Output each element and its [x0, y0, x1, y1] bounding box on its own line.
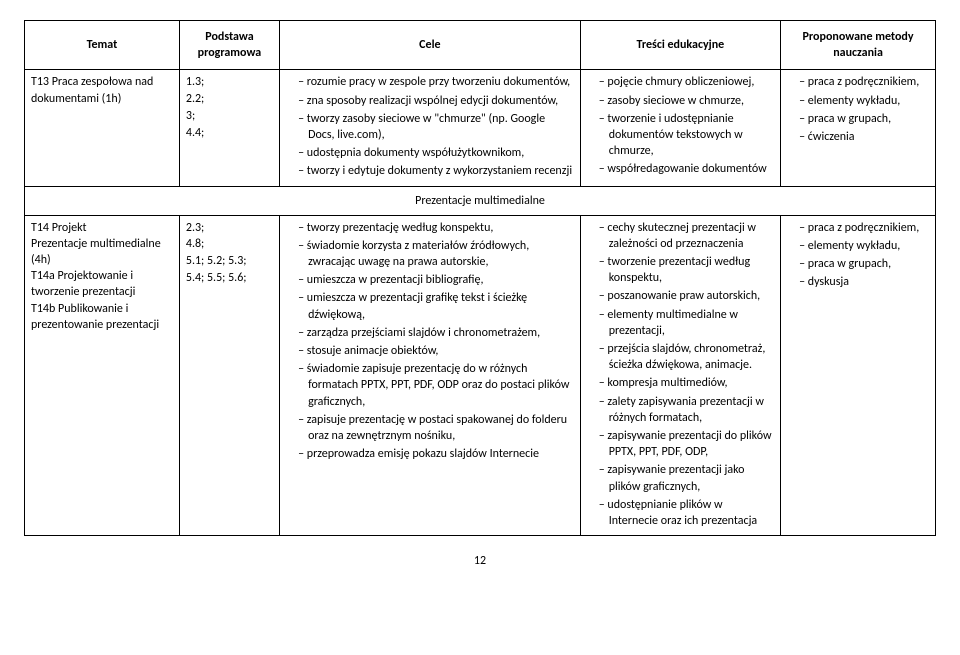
header-goals: Cele [280, 21, 581, 70]
list-item: dyskusja [799, 274, 929, 290]
header-basis: Podstawa programowa [179, 21, 279, 70]
section-title: Prezentacje multimedialne [25, 186, 936, 215]
list-item: zasoby sieciowe w chmurze, [599, 93, 774, 109]
list-item: kompresja multimediów, [599, 375, 774, 391]
list-item: tworzy i edytuje dokumenty z wykorzystan… [298, 163, 574, 179]
list-item: zapisywanie prezentacji do plików PPTX, … [599, 428, 774, 460]
list-item: praca w grupach, [799, 256, 929, 272]
header-topic: Temat [25, 21, 180, 70]
section-row: Prezentacje multimedialne [25, 186, 936, 215]
row1-methods: praca z podręcznikiem, elementy wykładu, p… [781, 70, 936, 186]
header-content: Treści edukacyjne [580, 21, 780, 70]
list-item: świadomie korzysta z materiałów źródłowy… [298, 238, 574, 270]
list-item: zalety zapisywania prezentacji w różnych… [599, 394, 774, 426]
list-item: umieszcza w prezentacji bibliografię, [298, 272, 574, 288]
table-header-row: Temat Podstawa programowa Cele Treści ed… [25, 21, 936, 70]
row2-basis: 2.3; 4.8; 5.1; 5.2; 5.3; 5.4; 5.5; 5.6; [179, 215, 279, 535]
list-item: tworzenie prezentacji według konspektu, [599, 254, 774, 286]
list-item: przeprowadza emisję pokazu slajdów Inter… [298, 446, 574, 462]
list-item: rozumie pracy w zespole przy tworzeniu d… [298, 74, 574, 90]
list-item: praca z podręcznikiem, [799, 74, 929, 90]
row1-topic: T13 Praca zespołowa nad dokumentami (1h) [25, 70, 180, 186]
row2-topic: T14 Projekt Prezentacje multimedialne (4… [25, 215, 180, 535]
list-item: tworzy zasoby sieciowe w "chmurze" (np. … [298, 111, 574, 143]
list-item: tworzenie i udostępnianie dokumentów tek… [599, 111, 774, 160]
list-item: praca z podręcznikiem, [799, 220, 929, 236]
list-item: pojęcie chmury obliczeniowej, [599, 74, 774, 90]
list-item: świadomie zapisuje prezentację do w różn… [298, 361, 574, 410]
list-item: praca w grupach, [799, 111, 929, 127]
table-row: T14 Projekt Prezentacje multimedialne (4… [25, 215, 936, 535]
row1-content: pojęcie chmury obliczeniowej, zasoby siec… [580, 70, 780, 186]
list-item: poszanowanie praw autorskich, [599, 288, 774, 304]
row1-basis: 1.3; 2.2; 3; 4.4; [179, 70, 279, 186]
list-item: udostępnianie plików w Internecie oraz i… [599, 497, 774, 529]
row2-content: cechy skutecznej prezentacji w zależnośc… [580, 215, 780, 535]
row1-goals: rozumie pracy w zespole przy tworzeniu d… [280, 70, 581, 186]
table-row: T13 Praca zespołowa nad dokumentami (1h)… [25, 70, 936, 186]
list-item: zapisuje prezentację w postaci spakowane… [298, 412, 574, 444]
curriculum-table: Temat Podstawa programowa Cele Treści ed… [24, 20, 936, 536]
list-item: elementy multimedialne w prezentacji, [599, 307, 774, 339]
page-number: 12 [24, 554, 936, 568]
list-item: zarządza przejściami slajdów i chronomet… [298, 325, 574, 341]
list-item: umieszcza w prezentacji grafikę tekst i … [298, 290, 574, 322]
list-item: tworzy prezentację według konspektu, [298, 220, 574, 236]
list-item: cechy skutecznej prezentacji w zależnośc… [599, 220, 774, 252]
list-item: elementy wykładu, [799, 238, 929, 254]
list-item: przejścia slajdów, chronometraż, ścieżka… [599, 341, 774, 373]
list-item: elementy wykładu, [799, 93, 929, 109]
list-item: zna sposoby realizacji wspólnej edycji d… [298, 93, 574, 109]
header-methods: Proponowane metody nauczania [781, 21, 936, 70]
list-item: zapisywanie prezentacji jako plików graf… [599, 462, 774, 494]
list-item: stosuje animacje obiektów, [298, 343, 574, 359]
list-item: współredagowanie dokumentów [599, 161, 774, 177]
row2-goals: tworzy prezentację według konspektu, świa… [280, 215, 581, 535]
row2-methods: praca z podręcznikiem, elementy wykładu, p… [781, 215, 936, 535]
list-item: ćwiczenia [799, 129, 929, 145]
list-item: udostępnia dokumenty współużytkownikom, [298, 145, 574, 161]
